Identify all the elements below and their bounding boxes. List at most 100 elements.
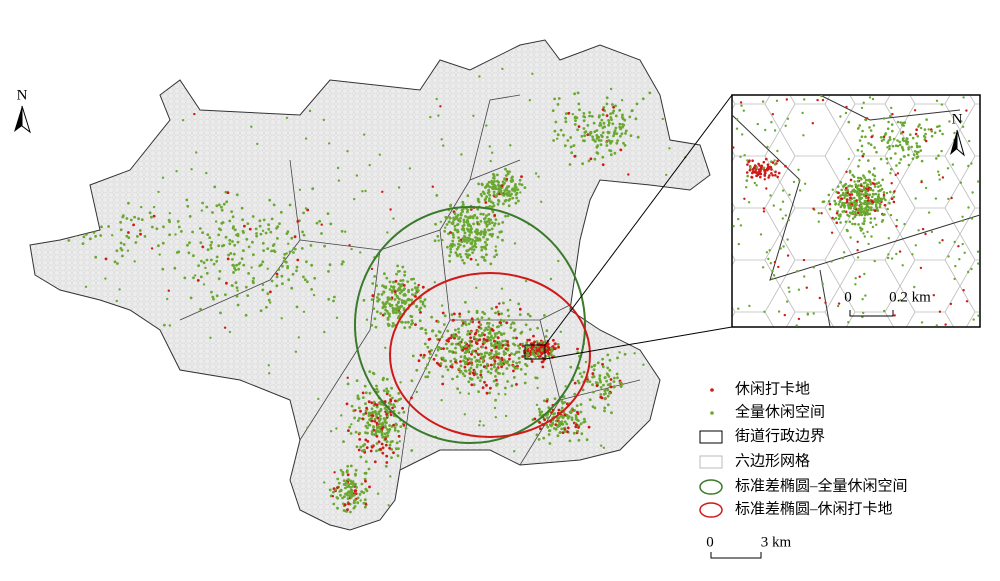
point: [126, 409, 130, 412]
point: [266, 247, 270, 251]
point: [440, 399, 443, 402]
point: [624, 299, 627, 302]
point: [394, 447, 398, 451]
point: [867, 159, 870, 162]
point: [392, 280, 395, 284]
point: [935, 324, 938, 327]
point: [603, 406, 607, 410]
point: [883, 309, 886, 313]
point: [258, 219, 262, 223]
point: [492, 176, 495, 180]
point: [81, 178, 84, 181]
point: [285, 116, 289, 120]
point: [802, 134, 805, 137]
point: [180, 468, 183, 471]
point: [582, 127, 586, 130]
point: [288, 203, 292, 207]
point: [506, 347, 510, 351]
point: [384, 308, 387, 312]
point: [869, 143, 873, 146]
point: [847, 120, 851, 124]
point: [281, 282, 284, 286]
point: [820, 212, 823, 215]
point: [528, 99, 531, 102]
point: [533, 417, 537, 421]
point: [463, 231, 467, 235]
point: [589, 131, 593, 135]
point: [779, 247, 782, 250]
point: [343, 503, 347, 507]
point: [797, 168, 800, 171]
point: [430, 315, 433, 319]
point: [496, 336, 500, 340]
point: [843, 183, 847, 187]
point: [394, 422, 398, 426]
point: [469, 216, 472, 220]
point: [390, 289, 394, 293]
point: [489, 159, 492, 163]
point: [668, 49, 672, 53]
point: [930, 134, 934, 138]
point: [569, 365, 573, 369]
point: [451, 342, 454, 346]
point: [214, 391, 218, 395]
point: [540, 410, 544, 414]
point: [346, 497, 350, 500]
point: [521, 342, 524, 346]
point: [612, 385, 616, 388]
point: [520, 330, 524, 334]
point: [564, 385, 567, 388]
point: [466, 350, 470, 353]
point: [540, 200, 543, 203]
point: [500, 230, 503, 234]
point: [231, 263, 235, 267]
point: [467, 392, 470, 395]
point: [310, 288, 313, 291]
point: [454, 346, 457, 350]
point: [477, 320, 481, 324]
point: [404, 301, 408, 304]
point: [763, 178, 766, 181]
point: [143, 235, 147, 238]
point: [608, 358, 612, 362]
point: [578, 372, 582, 375]
point: [937, 173, 941, 177]
north-label: N: [17, 87, 28, 103]
point: [624, 132, 627, 135]
point: [395, 311, 398, 315]
point: [393, 290, 397, 293]
point: [783, 313, 786, 317]
point: [483, 240, 487, 244]
point: [281, 264, 284, 268]
point: [612, 380, 616, 383]
point: [884, 132, 888, 135]
point: [477, 359, 481, 362]
point: [457, 236, 460, 240]
point: [375, 421, 379, 425]
point: [606, 394, 610, 398]
point: [475, 372, 478, 376]
point: [266, 292, 270, 296]
point: [511, 321, 515, 325]
point: [44, 373, 47, 376]
point: [467, 322, 471, 326]
point: [453, 335, 456, 338]
point: [378, 153, 381, 156]
point: [441, 375, 444, 378]
point: [947, 255, 950, 258]
point: [518, 307, 522, 311]
point: [474, 242, 477, 246]
point: [280, 274, 284, 278]
point: [965, 109, 968, 112]
point: [424, 328, 427, 332]
point: [490, 179, 494, 183]
point: [571, 113, 574, 116]
point: [388, 394, 392, 397]
point: [525, 346, 529, 350]
point: [101, 302, 105, 305]
point: [773, 159, 776, 162]
point: [475, 309, 479, 313]
point: [151, 482, 154, 485]
point: [878, 203, 882, 206]
point: [430, 348, 433, 352]
